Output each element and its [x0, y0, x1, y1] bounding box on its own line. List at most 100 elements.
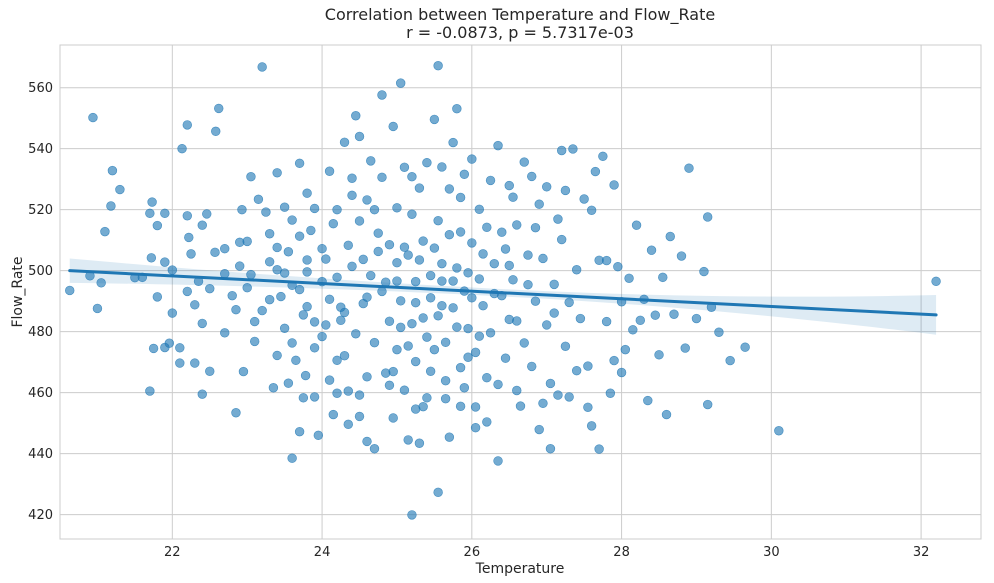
- y-tick-label: 560: [28, 81, 53, 96]
- data-point: [699, 266, 709, 277]
- data-point: [463, 323, 473, 334]
- data-point: [366, 156, 376, 166]
- data-point: [242, 236, 252, 247]
- y-tick-label: 420: [28, 508, 53, 523]
- data-point: [429, 114, 440, 125]
- data-point: [253, 194, 264, 204]
- data-point: [306, 225, 316, 236]
- data-point: [377, 286, 387, 297]
- x-tick-label: 26: [464, 545, 481, 560]
- data-point: [422, 158, 432, 168]
- data-point: [586, 205, 597, 215]
- data-point: [339, 307, 350, 318]
- data-point: [418, 236, 428, 246]
- data-point: [324, 166, 335, 176]
- data-point: [309, 203, 320, 214]
- data-point: [440, 337, 451, 348]
- data-point: [571, 365, 582, 376]
- data-point: [309, 392, 320, 402]
- data-point: [100, 226, 110, 237]
- data-point: [931, 276, 941, 287]
- data-point: [272, 168, 282, 178]
- data-point: [482, 222, 492, 233]
- y-axis-label: Flow_Rate: [10, 256, 26, 327]
- data-point: [470, 347, 481, 358]
- data-point: [309, 317, 320, 327]
- data-point: [291, 355, 301, 366]
- data-point: [478, 301, 488, 311]
- data-point: [302, 255, 312, 265]
- data-point: [205, 283, 215, 294]
- data-point: [261, 207, 271, 217]
- data-point: [362, 436, 372, 447]
- data-point: [227, 290, 237, 301]
- y-tick-label: 500: [28, 264, 53, 279]
- x-tick-label: 30: [763, 545, 780, 560]
- data-point: [542, 182, 552, 192]
- data-point: [459, 383, 470, 393]
- data-point: [598, 151, 608, 162]
- data-point: [583, 361, 593, 371]
- data-point: [302, 188, 312, 198]
- data-point: [474, 274, 485, 284]
- data-point: [197, 318, 207, 329]
- data-point: [182, 211, 192, 221]
- data-point: [407, 172, 417, 182]
- data-point: [287, 215, 297, 225]
- data-point: [422, 332, 432, 342]
- data-point: [586, 421, 597, 431]
- data-point: [294, 231, 305, 241]
- data-point: [283, 247, 294, 257]
- data-point: [429, 344, 440, 355]
- data-point: [538, 398, 548, 409]
- data-point: [676, 251, 687, 261]
- chart-subtitle: r = -0.0873, p = 5.7317e-03: [406, 23, 634, 42]
- data-point: [369, 337, 380, 348]
- data-point: [332, 204, 342, 215]
- data-point: [220, 243, 230, 254]
- y-tick-label: 440: [28, 447, 53, 462]
- data-point: [553, 390, 563, 400]
- data-point: [249, 316, 260, 327]
- data-point: [478, 249, 488, 259]
- data-point: [538, 253, 548, 264]
- data-point: [523, 279, 533, 290]
- data-point: [500, 353, 511, 363]
- data-point: [467, 238, 477, 248]
- data-point: [332, 272, 342, 283]
- data-point: [545, 444, 556, 454]
- data-point: [410, 276, 421, 287]
- data-point: [388, 366, 398, 377]
- data-point: [519, 338, 529, 348]
- data-point: [658, 272, 668, 283]
- y-tick-label: 480: [28, 325, 53, 340]
- data-point: [148, 343, 159, 354]
- data-point: [740, 342, 750, 352]
- data-point: [448, 276, 458, 286]
- data-point: [407, 319, 417, 329]
- data-points: [65, 61, 941, 520]
- data-point: [377, 172, 387, 183]
- data-point: [351, 329, 361, 339]
- data-point: [220, 269, 230, 279]
- data-point: [590, 166, 601, 177]
- y-tick-labels: 420 440 460 480 500 520 540 560: [28, 81, 53, 523]
- data-point: [309, 343, 320, 353]
- data-point: [202, 209, 212, 219]
- data-point: [354, 216, 365, 226]
- data-point: [369, 204, 380, 215]
- data-point: [235, 261, 245, 271]
- data-point: [455, 227, 466, 237]
- data-point: [175, 358, 185, 368]
- data-point: [568, 144, 578, 154]
- data-point: [579, 194, 589, 204]
- regression-line: [68, 269, 938, 317]
- data-point: [459, 169, 470, 179]
- data-point: [601, 316, 612, 327]
- data-point: [474, 331, 485, 341]
- data-point: [343, 419, 353, 430]
- data-point: [231, 304, 241, 315]
- data-point: [92, 303, 103, 314]
- data-point: [542, 320, 552, 330]
